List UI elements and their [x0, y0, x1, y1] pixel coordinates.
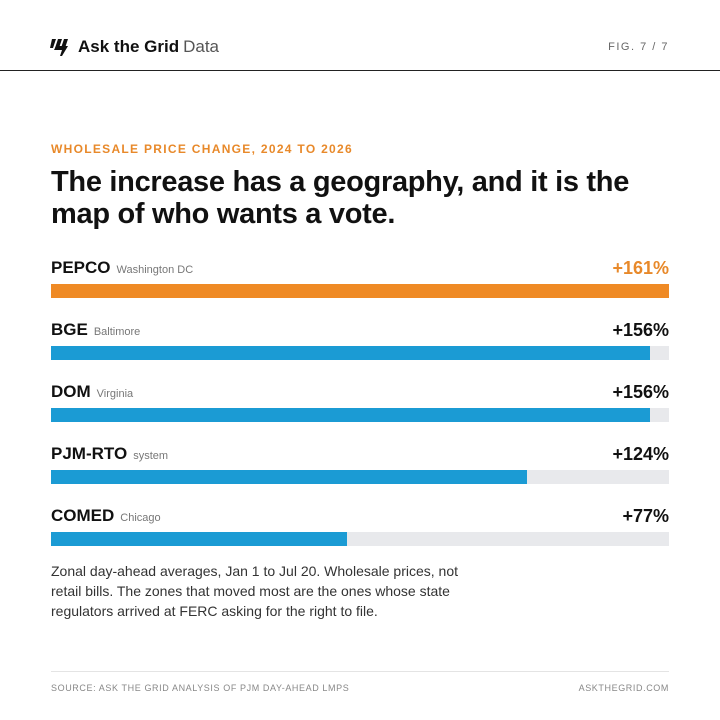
zone-name: DOM — [51, 382, 91, 401]
bar-value-label: +124% — [612, 444, 669, 464]
bar-chart: PEPCO Washington DC +161% BGE Baltimore +156%… — [51, 252, 669, 562]
bar — [51, 470, 527, 484]
zone-region: Baltimore — [93, 326, 141, 338]
bar-row: PEPCO Washington DC +161% — [51, 252, 669, 314]
bar — [51, 532, 347, 546]
bar-track — [51, 470, 669, 484]
header: Ask the Grid Data FIG. 7 / 7 — [0, 0, 720, 71]
bar-label: DOM Virginia — [51, 382, 133, 404]
bar — [51, 284, 669, 298]
bar-value-label: +77% — [622, 506, 669, 526]
lightning-stripes-icon — [50, 39, 68, 56]
bar-value-label: +161% — [612, 258, 669, 278]
chart-note: Zonal day-ahead averages, Jan 1 to Jul 2… — [51, 563, 459, 619]
zone-name: PEPCO — [51, 258, 111, 277]
figure-label: FIG. 7 / 7 — [608, 41, 669, 53]
brand: Ask the Grid Data — [78, 37, 219, 57]
bar-label: BGE Baltimore — [51, 320, 140, 342]
brand-name: Ask the Grid — [78, 37, 180, 56]
kicker: WHOLESALE PRICE CHANGE, 2024 TO 2026 — [51, 142, 353, 156]
bar-row: BGE Baltimore +156% — [51, 314, 669, 376]
zone-name: PJM-RTO — [51, 444, 128, 463]
brand-suffix: Data — [183, 37, 220, 56]
bar-value-label: +156% — [612, 382, 669, 402]
footer-divider — [51, 671, 669, 672]
zone-region: Chicago — [120, 512, 161, 524]
source-line: SOURCE: ASK THE GRID ANALYSIS OF PJM DAY… — [51, 683, 350, 693]
zone-region: Washington DC — [116, 264, 194, 276]
bar-row: DOM Virginia +156% — [51, 376, 669, 438]
zone-region: Virginia — [96, 388, 134, 400]
bar-label: PEPCO Washington DC — [51, 258, 193, 280]
headline: The increase has a geography, and it is … — [51, 166, 630, 230]
bar-label: COMED Chicago — [51, 506, 161, 528]
zone-name: BGE — [51, 320, 88, 339]
bar-value-label: +156% — [612, 320, 669, 340]
bar-row: COMED Chicago +77% — [51, 500, 669, 562]
zone-region: system — [133, 450, 169, 462]
site-url: ASKTHEGRID.COM — [578, 683, 669, 693]
bar — [51, 346, 650, 360]
bar-track — [51, 346, 669, 360]
bar — [51, 408, 650, 422]
bar-label: PJM-RTO system — [51, 444, 168, 466]
bar-track — [51, 408, 669, 422]
bar-track — [51, 532, 669, 546]
bar-row: PJM-RTO system +124% — [51, 438, 669, 500]
zone-name: COMED — [51, 506, 115, 525]
bar-track — [51, 284, 669, 298]
